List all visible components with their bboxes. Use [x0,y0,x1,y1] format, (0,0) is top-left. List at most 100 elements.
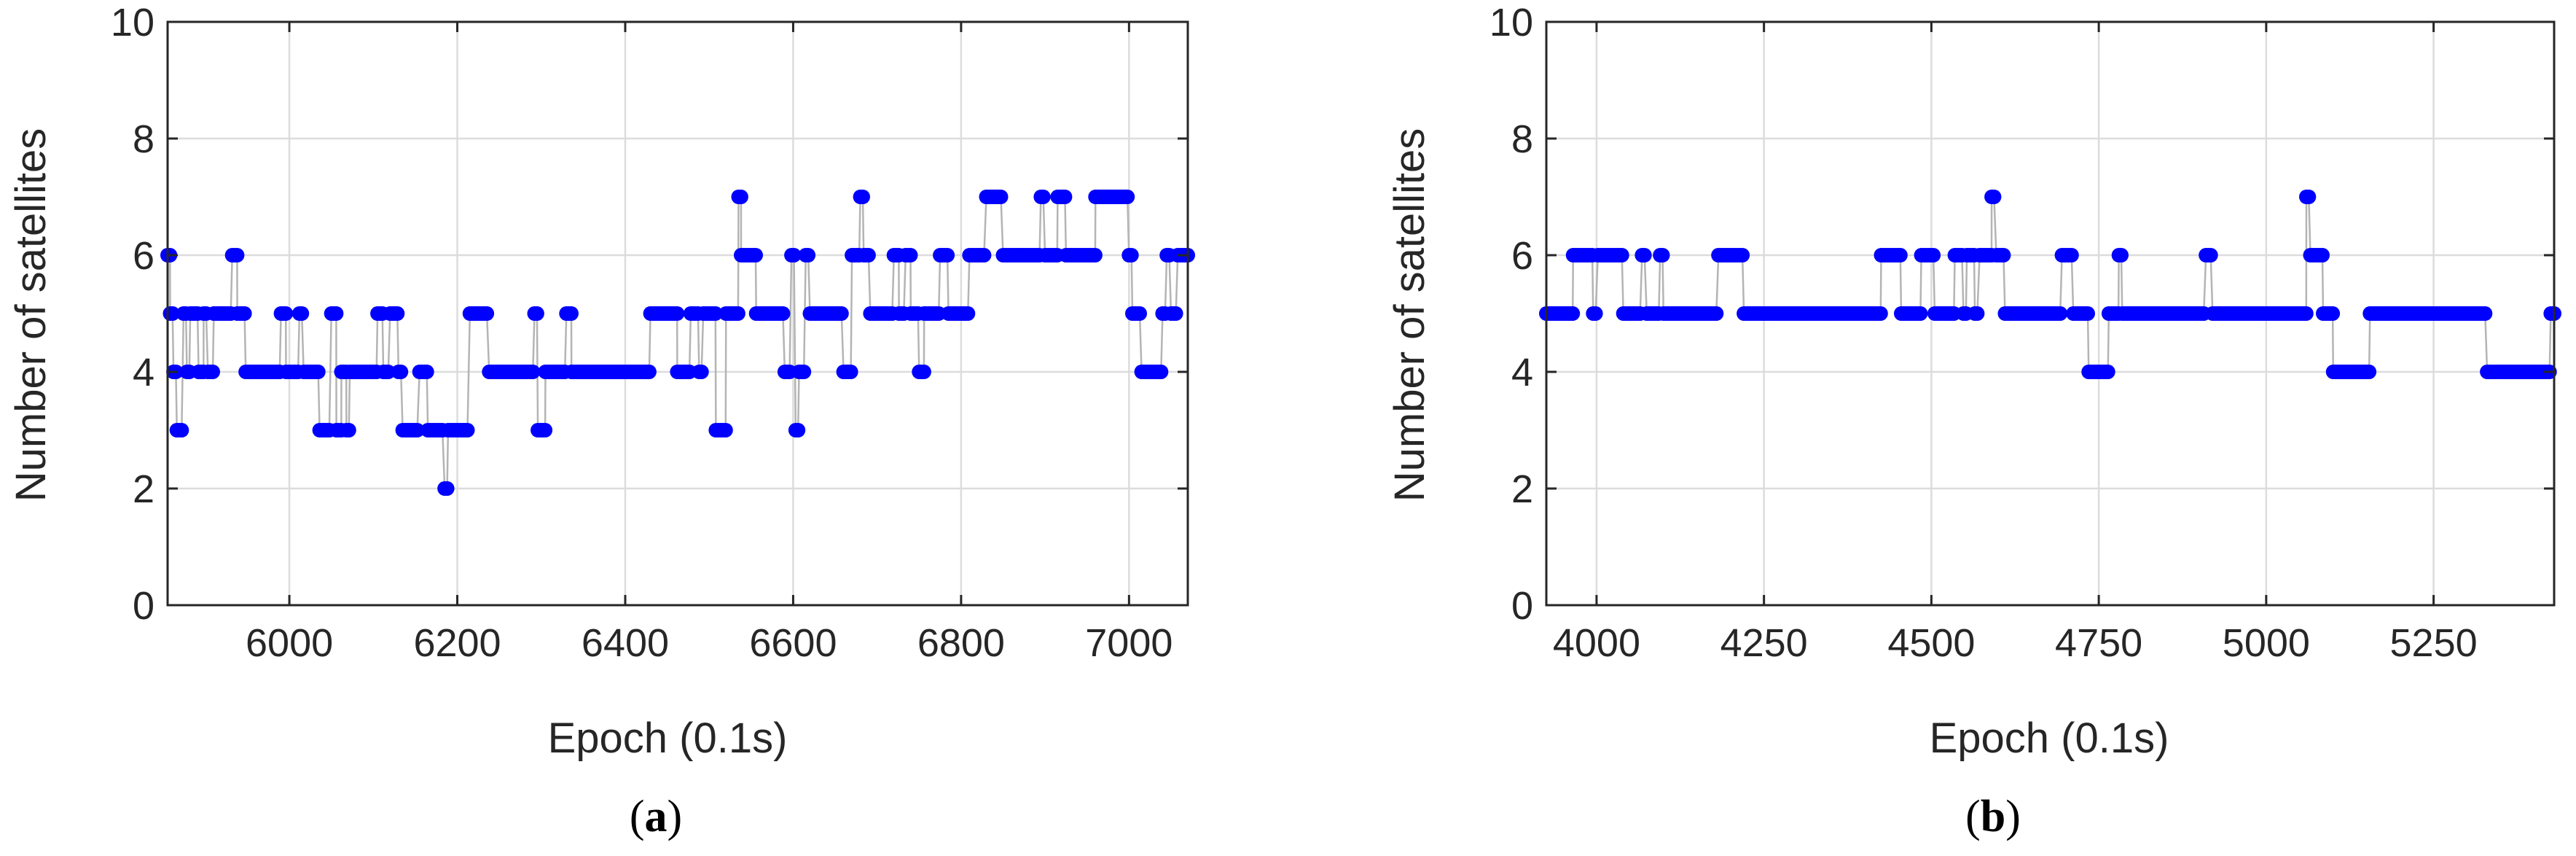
x-tick-label: 6600 [749,621,837,665]
data-point [1614,248,1629,262]
data-point [174,423,189,437]
data-point [1655,248,1670,262]
data-point [230,248,245,262]
data-point [1168,306,1183,321]
y-tick-label: 6 [133,234,154,278]
x-tick-label: 6800 [917,621,1005,665]
data-point [237,306,252,321]
x-tick-label: 4750 [2055,621,2142,665]
data-point [2064,248,2079,262]
y-axis-label: Number of satellites [7,128,55,502]
data-point [976,248,992,262]
data-point [856,190,870,204]
data-point [2114,248,2129,262]
panel-label: (a) [630,792,682,841]
data-point [2053,306,2068,321]
data-point [1892,248,1908,262]
axes-box [1545,20,2556,607]
data-point [1120,190,1135,204]
y-tick-label: 4 [133,351,154,394]
x-tick-label: 6000 [246,621,333,665]
data-point [390,306,405,321]
x-tick-label: 6200 [413,621,501,665]
data-point [730,306,745,321]
data-point [2298,306,2314,321]
data-point [2203,248,2218,262]
data-point [341,423,356,437]
data-point [791,423,806,437]
data-point [1565,306,1581,321]
data-point [775,306,791,321]
data-point [529,306,544,321]
data-point [834,306,849,321]
y-tick-label: 2 [1511,467,1533,511]
data-point [1057,190,1073,204]
data-point [2362,365,2377,379]
data-point [1087,248,1103,262]
data-point [294,306,310,321]
data-point [916,365,931,379]
plot-area [1539,20,2561,607]
x-tick-label: 4250 [1720,621,1808,665]
x-tick-label: 7000 [1085,621,1172,665]
data-point [1735,248,1750,262]
data-point [419,365,434,379]
chart-panel-b: Number of satellites Epoch (0.1s) (b) 40… [1386,1,2561,841]
data-point [564,306,579,321]
data-point [410,423,425,437]
y-tick-label: 6 [1511,234,1533,278]
data-point [641,365,657,379]
data-point [1926,248,1941,262]
data-point [1873,306,1888,321]
panel-label: (b) [1965,792,2021,841]
data-point [733,190,748,204]
data-point [2315,248,2330,262]
data-point [1132,306,1147,321]
chart-panel-a: Number of satellites Epoch (0.1s) (a) 60… [7,1,1195,841]
x-axis-label: Epoch (0.1s) [548,715,788,762]
data-point [1913,306,1928,321]
data-point [380,365,396,379]
data-point [538,423,553,437]
y-tick-label: 4 [1511,351,1533,394]
y-tick-label: 0 [1511,584,1533,628]
data-point [960,306,976,321]
data-point [993,190,1009,204]
y-tick-label: 8 [133,117,154,161]
data-point [1036,190,1051,204]
x-tick-label: 4500 [1887,621,1975,665]
data-point [2301,190,2317,204]
data-point [708,306,723,321]
y-tick-label: 10 [111,1,154,44]
data-point [1986,190,2002,204]
data-point [2080,306,2095,321]
x-tick-label: 5250 [2390,621,2478,665]
axes-box [166,20,1189,607]
x-tick-label: 5000 [2223,621,2310,665]
x-tick-label: 4000 [1553,621,1640,665]
data-point [439,481,455,496]
y-tick-label: 10 [1489,1,1533,44]
data-point [748,248,763,262]
data-point [329,306,344,321]
data-point [2478,306,2493,321]
data-point [903,248,918,262]
data-point [479,306,495,321]
data-point [278,306,294,321]
data-point [2325,306,2341,321]
x-axis-label: Epoch (0.1s) [1930,715,2169,762]
data-point [861,248,876,262]
data-point [525,365,541,379]
data-point [1996,248,2011,262]
data-point [1970,306,1985,321]
data-point [786,248,802,262]
data-point [1588,306,1603,321]
y-tick-label: 0 [133,584,154,628]
data-point [2100,365,2115,379]
data-point [843,365,858,379]
y-tick-label: 2 [133,467,154,511]
data-point [205,365,220,379]
data-point [394,365,409,379]
x-tick-label: 6400 [582,621,669,665]
y-tick-label: 8 [1511,117,1533,161]
